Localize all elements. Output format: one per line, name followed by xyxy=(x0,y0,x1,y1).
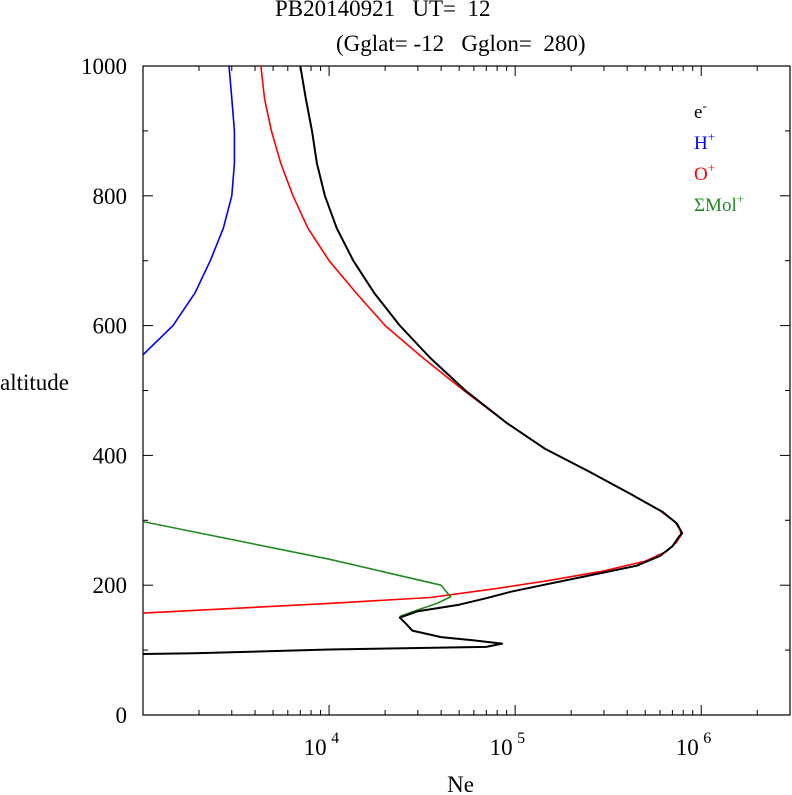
y-tick-label-5: 1000 xyxy=(81,54,127,79)
series-layer xyxy=(143,66,684,655)
x-tick-exponent-2: 6 xyxy=(703,730,711,747)
x-tick-exponent-0: 4 xyxy=(331,730,339,747)
x-tick-label-0: 10 xyxy=(304,735,327,760)
chart-subtitle: (Gglat= -12 Gglon= 280) xyxy=(336,31,586,56)
legend-entry-3: ΣMol+ xyxy=(694,191,744,216)
x-tick-exponent-1: 5 xyxy=(517,730,525,747)
ticks-layer xyxy=(142,65,791,716)
series-line-0 xyxy=(143,66,684,655)
x-tick-label-1: 10 xyxy=(490,735,513,760)
legend-entry-0: e- xyxy=(694,98,707,123)
legend-entry-sup-2: + xyxy=(708,160,715,175)
legend-entry-2: O+ xyxy=(694,160,715,185)
x-axis-label: Ne xyxy=(447,772,474,795)
x-tick-label-2: 10 xyxy=(676,735,699,760)
y-tick-label-0: 0 xyxy=(116,703,128,728)
chart-title: PB20140921 UT= 12 xyxy=(275,0,491,21)
legend-entry-sup-1: + xyxy=(708,129,715,144)
legend-entry-1: H+ xyxy=(694,129,715,154)
y-axis-label: altitude xyxy=(0,370,69,395)
series-line-3 xyxy=(143,520,452,618)
series-line-1 xyxy=(143,66,236,356)
y-tick-label-2: 400 xyxy=(93,443,128,468)
legend-entry-sup-0: - xyxy=(702,98,706,113)
legend: e- H+ O+ ΣMol+ xyxy=(694,98,744,216)
y-tick-label-1: 200 xyxy=(93,573,128,598)
legend-entry-sup-3: + xyxy=(737,191,744,206)
y-tick-label-3: 600 xyxy=(93,314,128,339)
y-tick-label-4: 800 xyxy=(93,184,128,209)
